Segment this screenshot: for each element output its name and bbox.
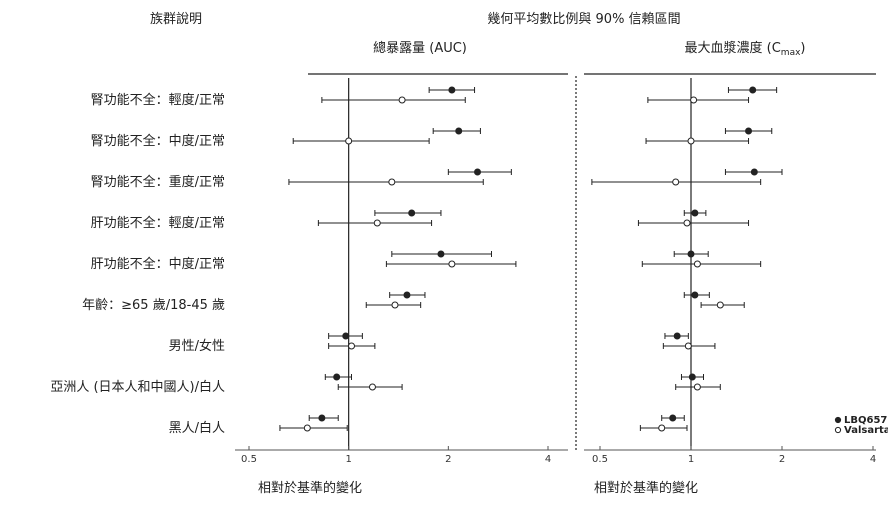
panel-title: 總暴露量 (AUC) — [373, 40, 467, 56]
point-estimate-filled — [688, 373, 696, 381]
legend-marker — [834, 426, 842, 434]
x-axis-label: 相對於基準的變化 — [258, 480, 362, 496]
point-estimate-open — [448, 260, 456, 268]
point-estimate-open — [693, 383, 701, 391]
category-label: 肝功能不全：輕度/正常 — [91, 215, 225, 231]
point-estimate-open — [716, 301, 724, 309]
point-estimate-filled — [687, 250, 695, 258]
category-label: 亞洲人 (日本人和中國人)/白人 — [50, 379, 225, 395]
panel-title-suffix: ) — [800, 41, 805, 56]
point-estimate-filled — [455, 127, 463, 135]
x-tick-label: 1 — [345, 454, 351, 465]
point-estimate-filled — [749, 86, 757, 94]
point-estimate-filled — [408, 209, 416, 217]
x-tick-label: 2 — [445, 454, 451, 465]
category-label: 肝功能不全：中度/正常 — [91, 256, 225, 272]
point-estimate-filled — [750, 168, 758, 176]
chart-title: 幾何平均數比例與 90% 信賴區間 — [487, 11, 680, 27]
point-estimate-filled — [403, 291, 411, 299]
x-tick-label: 4 — [870, 454, 876, 465]
point-estimate-open — [687, 137, 695, 145]
x-tick-label: 0.5 — [592, 454, 608, 465]
point-estimate-filled — [448, 86, 456, 94]
x-tick-label: 0.5 — [241, 454, 257, 465]
point-estimate-open — [391, 301, 399, 309]
column-header: 族群說明 — [150, 11, 202, 27]
point-estimate-filled — [342, 332, 350, 340]
category-label: 男性/女性 — [169, 338, 225, 354]
point-estimate-open — [368, 383, 376, 391]
point-estimate-open — [373, 219, 381, 227]
point-estimate-filled — [745, 127, 753, 135]
x-tick-label: 4 — [545, 454, 551, 465]
category-label: 年齡：≥65 歲/18-45 歲 — [82, 298, 225, 313]
point-estimate-filled — [691, 209, 699, 217]
point-estimate-open — [398, 96, 406, 104]
point-estimate-open — [345, 137, 353, 145]
point-estimate-filled — [691, 291, 699, 299]
point-estimate-filled — [673, 332, 681, 340]
point-estimate-open — [388, 178, 396, 186]
point-estimate-filled — [318, 414, 326, 422]
point-estimate-filled — [333, 373, 341, 381]
point-estimate-open — [658, 424, 666, 432]
point-estimate-filled — [669, 414, 677, 422]
category-label: 腎功能不全：重度/正常 — [91, 174, 225, 190]
point-estimate-open — [684, 342, 692, 350]
point-estimate-filled — [474, 168, 482, 176]
x-tick-label: 1 — [688, 454, 694, 465]
category-label: 腎功能不全：中度/正常 — [91, 133, 225, 149]
point-estimate-open — [672, 178, 680, 186]
category-label: 腎功能不全：輕度/正常 — [91, 92, 225, 108]
legend-marker — [834, 416, 842, 424]
x-tick-label: 2 — [779, 454, 785, 465]
point-estimate-open — [683, 219, 691, 227]
panel-title-subscript: max — [781, 48, 801, 58]
legend-label: Valsartan — [844, 425, 888, 436]
point-estimate-open — [348, 342, 356, 350]
legend-label: LBQ657 — [844, 415, 887, 426]
point-estimate-open — [693, 260, 701, 268]
category-label: 黑人/白人 — [169, 420, 225, 436]
point-estimate-filled — [437, 250, 445, 258]
x-axis-label: 相對於基準的變化 — [594, 480, 698, 496]
point-estimate-open — [303, 424, 311, 432]
point-estimate-open — [690, 96, 698, 104]
panel-title: 最大血漿濃度 (Cmax) — [685, 40, 806, 58]
